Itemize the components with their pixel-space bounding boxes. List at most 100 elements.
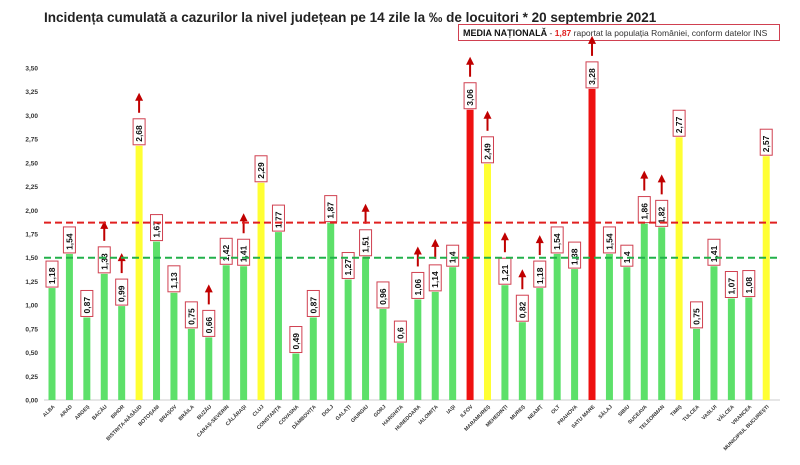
data-label: 3,06 bbox=[463, 82, 477, 110]
x-tick-label: BRĂILA bbox=[177, 403, 196, 422]
bar-municipiul-bucurești bbox=[762, 156, 770, 400]
bar-buzău bbox=[205, 337, 213, 400]
data-label-text: 2,49 bbox=[483, 143, 493, 160]
data-label-box bbox=[254, 155, 268, 183]
data-label-box bbox=[359, 229, 373, 257]
y-tick-label: 3,25 bbox=[25, 89, 38, 96]
data-label-text: 1,33 bbox=[99, 253, 109, 270]
up-arrow-icon bbox=[657, 174, 666, 183]
bar-bacău bbox=[100, 273, 108, 400]
x-tick-label: TULCEA bbox=[682, 404, 701, 423]
data-label-box bbox=[45, 260, 59, 288]
bar-sibiu bbox=[623, 267, 631, 400]
data-label: 0,96 bbox=[376, 281, 390, 309]
data-label-text: 0,75 bbox=[186, 308, 196, 325]
y-tick-label: 0,25 bbox=[25, 374, 38, 381]
bar-dâmbovița bbox=[309, 317, 317, 400]
data-label: 0,75 bbox=[184, 301, 198, 329]
bar-caraș-severin bbox=[222, 265, 230, 400]
data-label: 1,41 bbox=[237, 238, 251, 266]
data-label: 1,33 bbox=[97, 246, 111, 274]
bar-dolj bbox=[327, 222, 335, 400]
data-label-text: 1,07 bbox=[726, 278, 736, 295]
up-arrow-icon bbox=[518, 269, 527, 278]
data-label-text: 1,67 bbox=[152, 221, 162, 238]
data-label: 1,54 bbox=[62, 226, 76, 254]
data-label-text: 1,18 bbox=[47, 267, 57, 284]
x-tick-label: SIBIU bbox=[617, 404, 631, 418]
data-label-box bbox=[742, 270, 756, 298]
data-label: 0,6 bbox=[393, 320, 407, 343]
y-tick-label: 0,75 bbox=[25, 326, 38, 333]
data-label-box bbox=[550, 226, 564, 254]
x-tick-label: MUREȘ bbox=[509, 404, 527, 422]
y-tick-label: 3,00 bbox=[25, 113, 38, 120]
data-label-text: 3,28 bbox=[587, 68, 597, 85]
data-label-box bbox=[115, 278, 129, 306]
data-label-box bbox=[655, 199, 669, 227]
data-label-box bbox=[150, 214, 164, 242]
up-arrow-icon bbox=[135, 92, 144, 101]
y-tick-label: 1,75 bbox=[25, 232, 38, 239]
bar-alba bbox=[48, 288, 56, 400]
bar-mehedinți bbox=[501, 285, 509, 400]
data-label-box bbox=[724, 271, 738, 299]
up-arrow-icon bbox=[640, 170, 649, 179]
data-label: 2,29 bbox=[254, 155, 268, 183]
bar-timiș bbox=[675, 137, 683, 400]
y-tick-label: 0,00 bbox=[25, 398, 38, 405]
data-label-text: 1,13 bbox=[169, 272, 179, 289]
y-tick-label: 1,50 bbox=[25, 255, 38, 262]
data-label: 1,4 bbox=[620, 244, 634, 267]
bar-brașov bbox=[170, 292, 178, 400]
bar-vaslui bbox=[710, 266, 718, 400]
x-tick-label: NEAMȚ bbox=[527, 404, 545, 422]
data-label: 1,38 bbox=[568, 241, 582, 269]
data-label-box bbox=[481, 136, 494, 164]
data-label: 0,87 bbox=[80, 289, 94, 317]
data-label-text: 0,87 bbox=[82, 297, 92, 314]
data-label-text: 1,18 bbox=[535, 267, 545, 284]
data-label-text: 1,41 bbox=[239, 245, 249, 262]
data-label: 1,4 bbox=[446, 244, 460, 267]
data-label-box bbox=[446, 244, 460, 267]
bar-giurgiu bbox=[362, 256, 370, 400]
data-label: 2,68 bbox=[132, 118, 146, 146]
data-label-box bbox=[620, 244, 634, 267]
data-label-text: 0,6 bbox=[395, 327, 405, 339]
bar-bihor bbox=[118, 306, 126, 400]
up-arrow-icon bbox=[204, 284, 213, 293]
data-label-text: 1,77 bbox=[273, 211, 283, 228]
bar-constanța bbox=[274, 232, 282, 400]
data-label-box bbox=[428, 264, 442, 292]
bar-vâlcea bbox=[727, 298, 735, 400]
bar-cluj bbox=[257, 182, 265, 400]
legend-label: MEDIA NAȚIONALĂ bbox=[463, 28, 548, 38]
data-label-box bbox=[463, 82, 477, 110]
x-tick-label: IAȘI bbox=[446, 404, 458, 416]
x-tick-label: BIHOR bbox=[110, 404, 126, 420]
data-label-box bbox=[707, 238, 721, 266]
data-label: 0,66 bbox=[202, 309, 216, 337]
data-label: 1,87 bbox=[324, 195, 338, 223]
data-label: 1,14 bbox=[428, 264, 442, 292]
bar-botoșani bbox=[153, 241, 161, 400]
bar-gorj bbox=[379, 308, 387, 400]
y-tick-label: 1,25 bbox=[25, 279, 38, 286]
data-label: 1,27 bbox=[341, 252, 355, 280]
data-label-box bbox=[184, 301, 198, 329]
bar-maramureș bbox=[484, 163, 491, 400]
x-tick-label: ARAD bbox=[59, 404, 74, 419]
data-label: 1,21 bbox=[498, 257, 512, 285]
data-label-text: 1,27 bbox=[343, 259, 353, 276]
up-arrow-icon bbox=[100, 220, 109, 229]
legend-text: raportat la populația României, conform … bbox=[571, 28, 768, 38]
y-tick-label: 2,75 bbox=[25, 137, 38, 144]
data-label-box bbox=[132, 118, 146, 146]
data-label: 1,08 bbox=[742, 270, 756, 298]
bar-teleorman bbox=[658, 227, 666, 400]
x-tick-label: ILFOV bbox=[459, 404, 474, 419]
y-tick-label: 2,25 bbox=[25, 184, 38, 191]
data-label-text: 1,38 bbox=[570, 248, 580, 265]
